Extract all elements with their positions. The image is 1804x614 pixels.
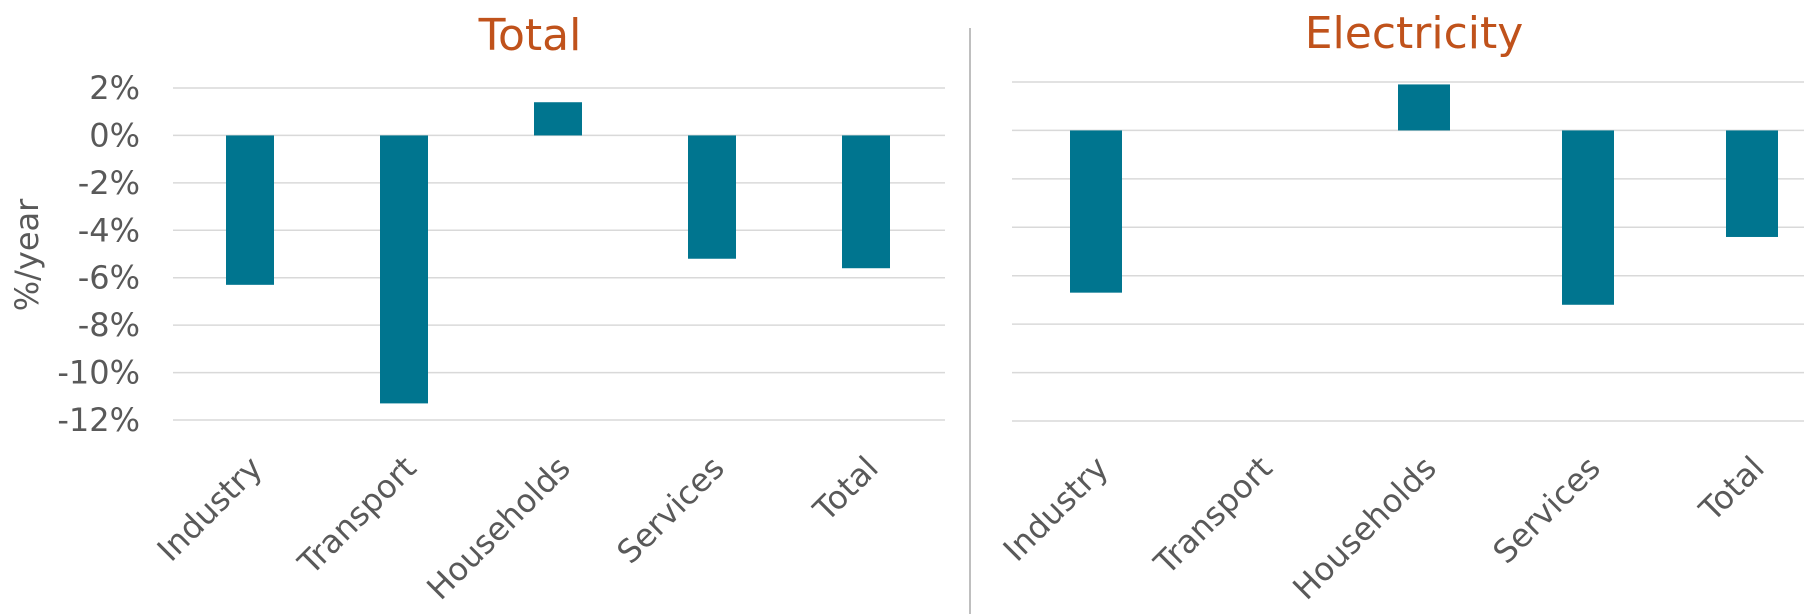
x-tick-label: Services — [609, 449, 731, 571]
gridlines — [173, 87, 945, 421]
x-tick-label: Industry — [150, 449, 270, 569]
bar-services — [1562, 130, 1614, 305]
chart-title-electricity: Electricity — [1305, 8, 1524, 59]
y-tick-labels: 2% 0% -2% -4% -6% -8% -10% -12% — [57, 69, 140, 439]
bar-services — [688, 135, 736, 259]
x-tick-label: Transport — [290, 449, 424, 583]
bar-transport — [380, 135, 428, 404]
y-axis-label: %/year — [8, 198, 46, 311]
gridlines — [1012, 81, 1804, 422]
x-tick-label: Total — [805, 449, 885, 529]
y-tick-label: -2% — [78, 164, 140, 202]
y-tick-label: -10% — [57, 354, 140, 392]
y-tick-label: -12% — [57, 401, 140, 439]
bar-households — [534, 102, 582, 136]
bar-industry — [1070, 130, 1122, 293]
x-tick-label: Total — [1691, 449, 1771, 529]
x-tick-label: Households — [419, 449, 577, 607]
y-tick-label: -4% — [78, 211, 140, 249]
panel-total: Total %/year 2% 0% -2% -4% -6% -8% -10% -12% In… — [8, 10, 945, 607]
y-tick-label: 2% — [89, 69, 140, 107]
x-tick-label: Transport — [1146, 449, 1280, 583]
bars — [1070, 84, 1778, 305]
bar-industry — [226, 135, 274, 285]
y-tick-label: -8% — [78, 306, 140, 344]
x-tick-label: Services — [1485, 449, 1607, 571]
bars — [226, 102, 890, 404]
bar-households — [1398, 84, 1450, 131]
bar-total — [842, 135, 890, 269]
x-tick-label: Households — [1285, 449, 1443, 607]
y-tick-label: 0% — [89, 116, 140, 154]
chart-title-total: Total — [478, 10, 582, 61]
x-tick-label: Industry — [996, 449, 1116, 569]
y-tick-label: -6% — [78, 259, 140, 297]
bar-total — [1726, 130, 1778, 237]
panel-electricity: Electricity Industry Transport Households S… — [996, 8, 1804, 607]
